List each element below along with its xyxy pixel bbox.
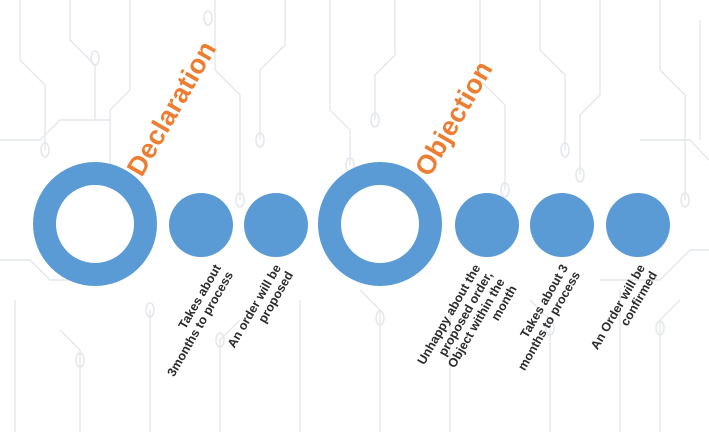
step-dot-declaration-2: [244, 193, 308, 257]
objection-ring: [318, 162, 442, 286]
declaration-ring: [33, 162, 157, 286]
step-dot-objection-1: [455, 193, 519, 257]
step-dot-objection-3: [606, 193, 670, 257]
step-dot-objection-2: [530, 193, 594, 257]
step-dot-declaration-1: [169, 193, 233, 257]
